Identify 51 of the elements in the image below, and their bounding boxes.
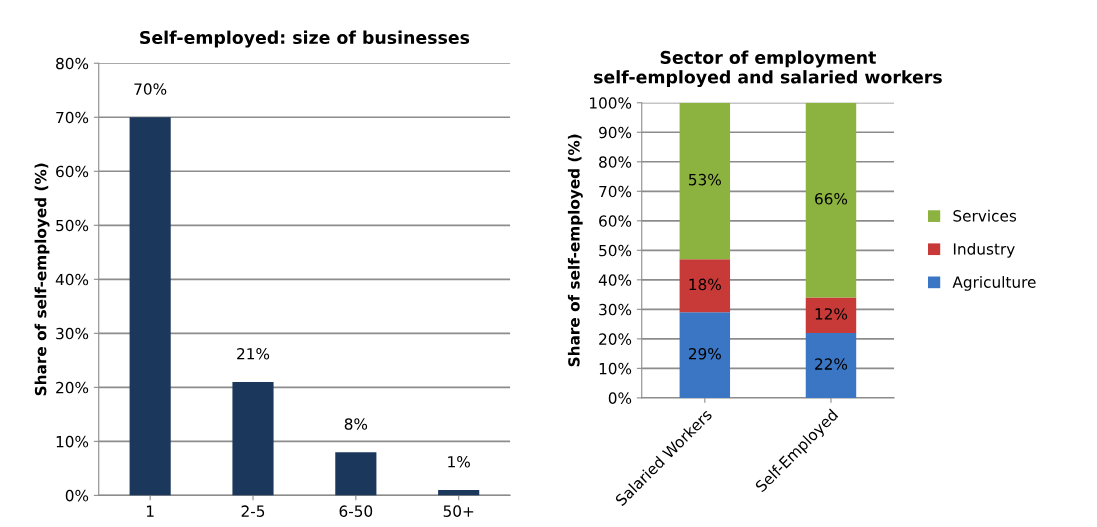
y-tick-label: 20%: [56, 381, 89, 394]
x-tick-label: 50+: [443, 505, 474, 517]
y-tick-label: 90%: [599, 126, 632, 139]
data-label: 66%: [815, 193, 848, 205]
y-tick-label: 70%: [56, 111, 89, 124]
data-label: 12%: [815, 308, 848, 320]
bar: [805, 102, 857, 298]
y-tick-label: 0%: [65, 489, 89, 502]
y-tick-label: 40%: [55, 273, 89, 286]
y-tick-label: 80%: [56, 57, 89, 70]
bar: [679, 312, 731, 398]
bar: [232, 381, 274, 496]
bar: [805, 332, 857, 398]
y-tick-label: 60%: [599, 215, 632, 227]
bar: [679, 259, 731, 313]
bar: [438, 489, 480, 496]
data-label: 29%: [688, 347, 721, 360]
chart-title: Sector of employment self-employed and salaried workers: [594, 50, 942, 88]
x-tick-label: 1: [146, 505, 154, 517]
y-tick-label: 20%: [599, 333, 632, 345]
data-label: 22%: [815, 358, 848, 370]
y-tick-label: 30%: [56, 327, 89, 340]
data-label: 18%: [689, 278, 721, 291]
legend-label: Services: [953, 209, 1017, 222]
legend-label: Agriculture: [952, 276, 1036, 291]
chart-title: Self-employed: size of businesses: [140, 30, 470, 48]
x-tick-label: 2-5: [241, 505, 265, 517]
y-tick-label: 40%: [598, 274, 632, 286]
y-axis-title: Share of self-employed (%): [34, 163, 50, 396]
y-tick-label: 0%: [608, 392, 632, 404]
y-tick-label: 50%: [56, 219, 89, 232]
y-tick-label: 10%: [599, 362, 632, 375]
data-label: 1%: [448, 456, 470, 468]
y-tick-label: 80%: [599, 156, 632, 168]
y-axis-title: Share of self-employed (%): [567, 134, 583, 367]
bar: [335, 452, 377, 496]
data-label: 70%: [134, 83, 167, 95]
y-tick-label: 60%: [56, 165, 89, 178]
x-tick-label: 6-50: [339, 505, 373, 517]
y-tick-label: 70%: [599, 185, 632, 198]
data-label: 8%: [344, 418, 368, 430]
y-tick-label: 10%: [56, 435, 89, 448]
legend-label: Industry: [953, 242, 1015, 258]
bar: [679, 102, 731, 260]
bar: [129, 117, 171, 496]
bar: [805, 297, 857, 333]
y-tick-label: 100%: [590, 97, 632, 109]
y-tick-label: 50%: [599, 244, 632, 257]
data-label: 53%: [689, 173, 721, 186]
data-label: 21%: [237, 347, 270, 360]
y-tick-label: 30%: [599, 303, 632, 316]
